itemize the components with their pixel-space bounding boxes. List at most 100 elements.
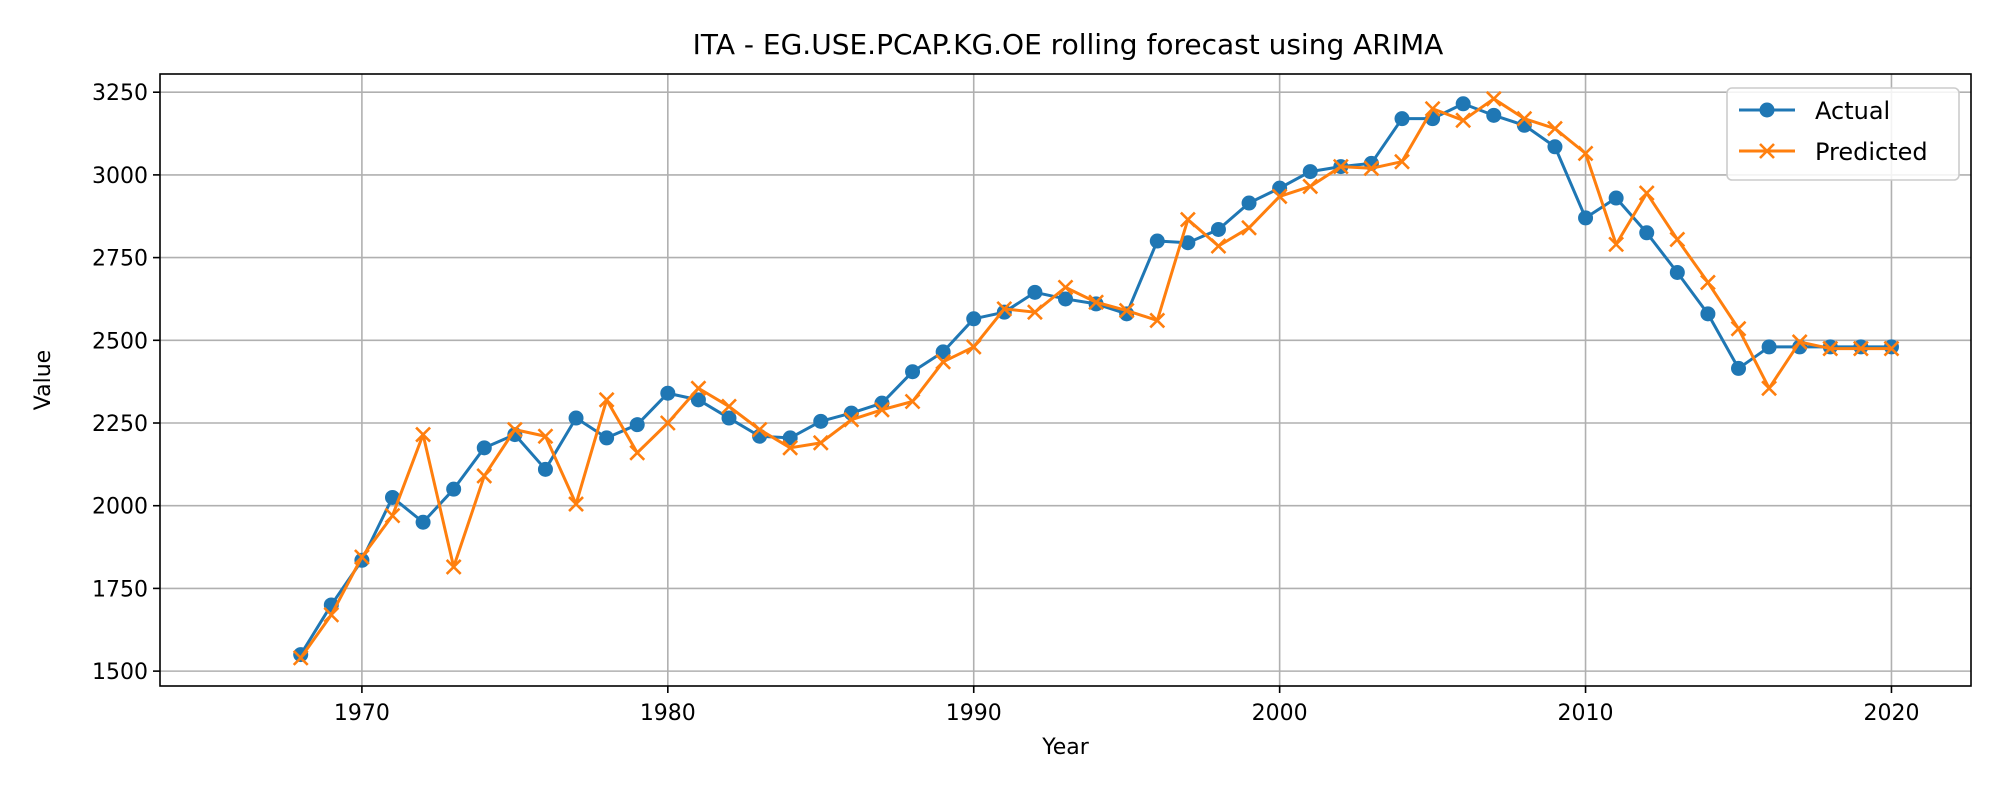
actual-point <box>1547 139 1563 155</box>
y-tick-label: 2000 <box>92 495 148 520</box>
predicted-point <box>476 468 493 484</box>
series-predicted <box>292 90 1900 666</box>
predicted-point <box>1608 236 1625 253</box>
series-actual <box>293 96 1899 663</box>
predicted-point <box>1730 320 1747 337</box>
actual-point <box>1639 225 1655 241</box>
y-tick-label: 1750 <box>92 577 148 602</box>
predicted-point <box>1179 211 1196 228</box>
legend: Actual Predicted <box>1726 87 1960 181</box>
predicted-point <box>1638 185 1655 202</box>
predicted-point <box>751 421 768 438</box>
x-axis-title: Year <box>1041 735 1090 760</box>
predicted-point <box>384 507 401 524</box>
predicted-point <box>506 421 523 438</box>
actual-point <box>1241 195 1257 211</box>
x-tick-label: 1980 <box>640 701 696 726</box>
series-layer <box>292 90 1900 666</box>
actual-point <box>568 410 584 426</box>
predicted-point <box>1149 312 1166 329</box>
predicted-point <box>1700 274 1716 291</box>
predicted-point <box>1424 100 1441 117</box>
predicted-point <box>935 353 952 370</box>
plot-area <box>159 73 1972 687</box>
predicted-point <box>1088 294 1105 311</box>
actual-point <box>1302 164 1318 180</box>
actual-point <box>629 417 645 433</box>
legend-label: Predicted <box>1815 138 1928 166</box>
predicted-point <box>353 549 370 565</box>
predicted-point <box>292 649 309 666</box>
actual-point <box>1608 190 1624 206</box>
actual-point <box>1578 210 1594 226</box>
legend-marker <box>1759 143 1775 159</box>
x-axis: 1970 1980 1990 2000 2010 2020 <box>334 686 1919 726</box>
x-tick-label: 1970 <box>334 701 390 726</box>
predicted-point <box>1271 188 1288 205</box>
predicted-point <box>904 393 921 410</box>
predicted-point <box>1394 153 1410 170</box>
actual-point <box>813 413 829 429</box>
actual-point <box>1731 360 1747 376</box>
predicted-point <box>1547 120 1563 137</box>
chart-title: ITA - EG.USE.PCAP.KG.OE rolling forecast… <box>693 28 1444 61</box>
predicted-point <box>965 338 982 355</box>
x-tick-label: 2020 <box>1863 701 1919 726</box>
actual-point <box>1700 306 1716 322</box>
actual-point <box>446 481 462 497</box>
actual-point <box>782 430 798 446</box>
y-axis-title: Value <box>31 350 56 410</box>
predicted-point <box>874 401 890 418</box>
actual-point <box>690 392 706 408</box>
y-tick-label: 3000 <box>92 164 148 189</box>
x-tick-label: 2000 <box>1252 701 1308 726</box>
predicted-point <box>996 300 1013 317</box>
predicted-point <box>1883 340 1900 357</box>
predicted-point <box>1210 238 1227 254</box>
actual-point <box>966 311 982 327</box>
predicted-point <box>323 606 340 623</box>
predicted-point <box>445 558 462 575</box>
predicted-point <box>1791 334 1808 350</box>
predicted-point <box>782 439 799 456</box>
legend-marker <box>1759 102 1775 118</box>
predicted-point <box>1669 231 1686 248</box>
actual-point <box>384 489 400 505</box>
actual-point <box>599 430 615 446</box>
actual-point <box>1149 233 1165 249</box>
predicted-point <box>415 426 432 443</box>
grid <box>160 74 1971 686</box>
y-axis: 1500 1750 2000 2250 2500 2750 3000 3250 <box>92 81 160 685</box>
legend-item-predicted: Predicted <box>1739 138 1928 166</box>
predicted-line <box>299 97 1892 659</box>
actual-point <box>1486 107 1502 123</box>
actual-point <box>476 440 492 456</box>
predicted-point <box>1577 145 1594 162</box>
legend-label: Actual <box>1815 97 1890 125</box>
predicted-point <box>1485 90 1502 107</box>
y-tick-label: 2250 <box>92 412 148 437</box>
actual-point <box>721 410 737 426</box>
predicted-point <box>1852 340 1869 357</box>
predicted-point <box>1363 160 1380 177</box>
actual-point <box>1394 111 1410 127</box>
predicted-point <box>1302 178 1319 195</box>
predicted-point <box>1118 302 1135 319</box>
y-tick-label: 2500 <box>92 329 148 354</box>
predicted-point <box>1761 380 1778 397</box>
predicted-point <box>1026 304 1043 321</box>
actual-point <box>660 385 676 401</box>
actual-point <box>905 364 921 380</box>
predicted-point <box>1516 110 1533 127</box>
predicted-point <box>843 411 860 428</box>
actual-point <box>1180 235 1196 251</box>
actual-point <box>935 344 951 360</box>
predicted-point <box>1332 158 1349 175</box>
predicted-point <box>537 428 554 445</box>
predicted-point <box>1455 112 1472 129</box>
predicted-point <box>690 380 707 397</box>
legend-item-actual: Actual <box>1739 97 1890 125</box>
x-tick-label: 2010 <box>1558 701 1614 726</box>
predicted-point <box>568 496 584 512</box>
